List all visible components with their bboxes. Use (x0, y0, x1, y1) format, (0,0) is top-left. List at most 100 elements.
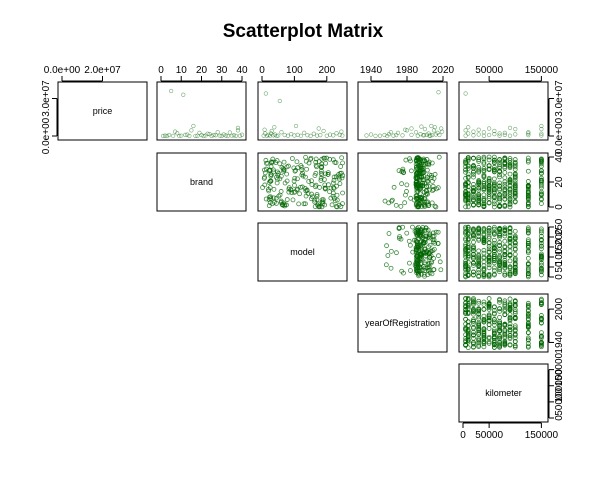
data-point (331, 133, 336, 138)
data-point (471, 326, 476, 331)
data-point (525, 313, 531, 319)
data-point (465, 231, 471, 237)
data-point (497, 186, 502, 192)
data-point (486, 177, 492, 183)
data-point (476, 127, 481, 132)
data-point (331, 185, 337, 191)
data-point (512, 167, 518, 172)
data-point (486, 339, 492, 345)
tick-label: 0.0e+00 (554, 117, 565, 154)
data-point (471, 174, 476, 180)
data-point (502, 238, 508, 244)
data-point (486, 189, 492, 195)
data-point (330, 180, 336, 186)
data-point (337, 181, 343, 187)
tick-label: 1980 (396, 65, 419, 76)
data-point (426, 260, 432, 266)
data-point (497, 172, 502, 178)
tick-label: 100 (554, 248, 565, 265)
data-point (497, 165, 502, 171)
data-point (394, 133, 399, 138)
data-point (502, 170, 508, 175)
tick-label: 100 (286, 65, 303, 76)
axis-tick_labels-price: 0.0e+003.0e+07 (548, 80, 565, 154)
diagonal-label-model: model (290, 247, 315, 257)
data-point (486, 322, 492, 328)
data-point (538, 201, 544, 207)
data-point (491, 198, 497, 204)
data-point (364, 133, 369, 138)
data-point (491, 248, 497, 254)
data-point (481, 341, 487, 347)
data-point (512, 246, 518, 252)
data-point (314, 133, 320, 138)
data-point (286, 163, 291, 169)
data-point (502, 175, 508, 181)
data-point (486, 340, 492, 346)
data-point (491, 304, 497, 310)
data-point (526, 133, 531, 138)
data-point (476, 167, 482, 173)
data-point (486, 273, 492, 278)
data-point (465, 338, 471, 343)
data-point (481, 317, 487, 323)
data-point (386, 200, 392, 206)
data-point (299, 184, 305, 190)
data-point (471, 269, 476, 275)
data-point (437, 259, 443, 265)
data-point (403, 192, 408, 198)
data-point (471, 297, 476, 303)
data-point (463, 175, 469, 181)
data-point (334, 131, 339, 136)
data-point (465, 192, 471, 197)
data-point (300, 173, 306, 179)
data-point (512, 303, 518, 309)
data-point (415, 228, 421, 234)
data-point (432, 240, 438, 246)
panel-price-kilometer (458, 81, 549, 141)
data-point (465, 345, 471, 351)
data-point (502, 193, 508, 199)
data-point (418, 162, 424, 168)
data-point (296, 201, 302, 207)
data-point (217, 133, 222, 138)
data-point (486, 334, 492, 340)
data-point (323, 171, 328, 177)
data-point (316, 159, 322, 165)
data-point (463, 342, 469, 348)
data-point (239, 132, 245, 137)
data-point (294, 159, 300, 165)
data-point (526, 130, 531, 135)
data-point (420, 180, 425, 186)
data-point (463, 267, 469, 273)
data-point (440, 129, 445, 134)
data-point (476, 255, 482, 260)
data-point (486, 157, 492, 163)
data-point (303, 188, 309, 194)
data-point (471, 185, 476, 190)
data-point (486, 185, 492, 190)
data-point (538, 178, 544, 184)
data-point (507, 312, 513, 318)
data-point (233, 133, 239, 138)
data-point (502, 312, 508, 318)
data-point (538, 316, 544, 321)
data-point (538, 228, 544, 234)
data-point (497, 196, 502, 202)
data-point (419, 174, 425, 180)
data-point (304, 187, 310, 193)
data-point (414, 252, 420, 258)
data-point (486, 318, 492, 324)
data-point (471, 202, 476, 208)
data-point (435, 240, 441, 246)
data-point (512, 335, 518, 341)
data-point (418, 132, 423, 137)
data-point (269, 172, 274, 178)
data-point (481, 334, 487, 340)
data-point (502, 341, 508, 347)
data-point (491, 187, 497, 193)
data-point (512, 228, 518, 234)
data-point (538, 246, 544, 252)
